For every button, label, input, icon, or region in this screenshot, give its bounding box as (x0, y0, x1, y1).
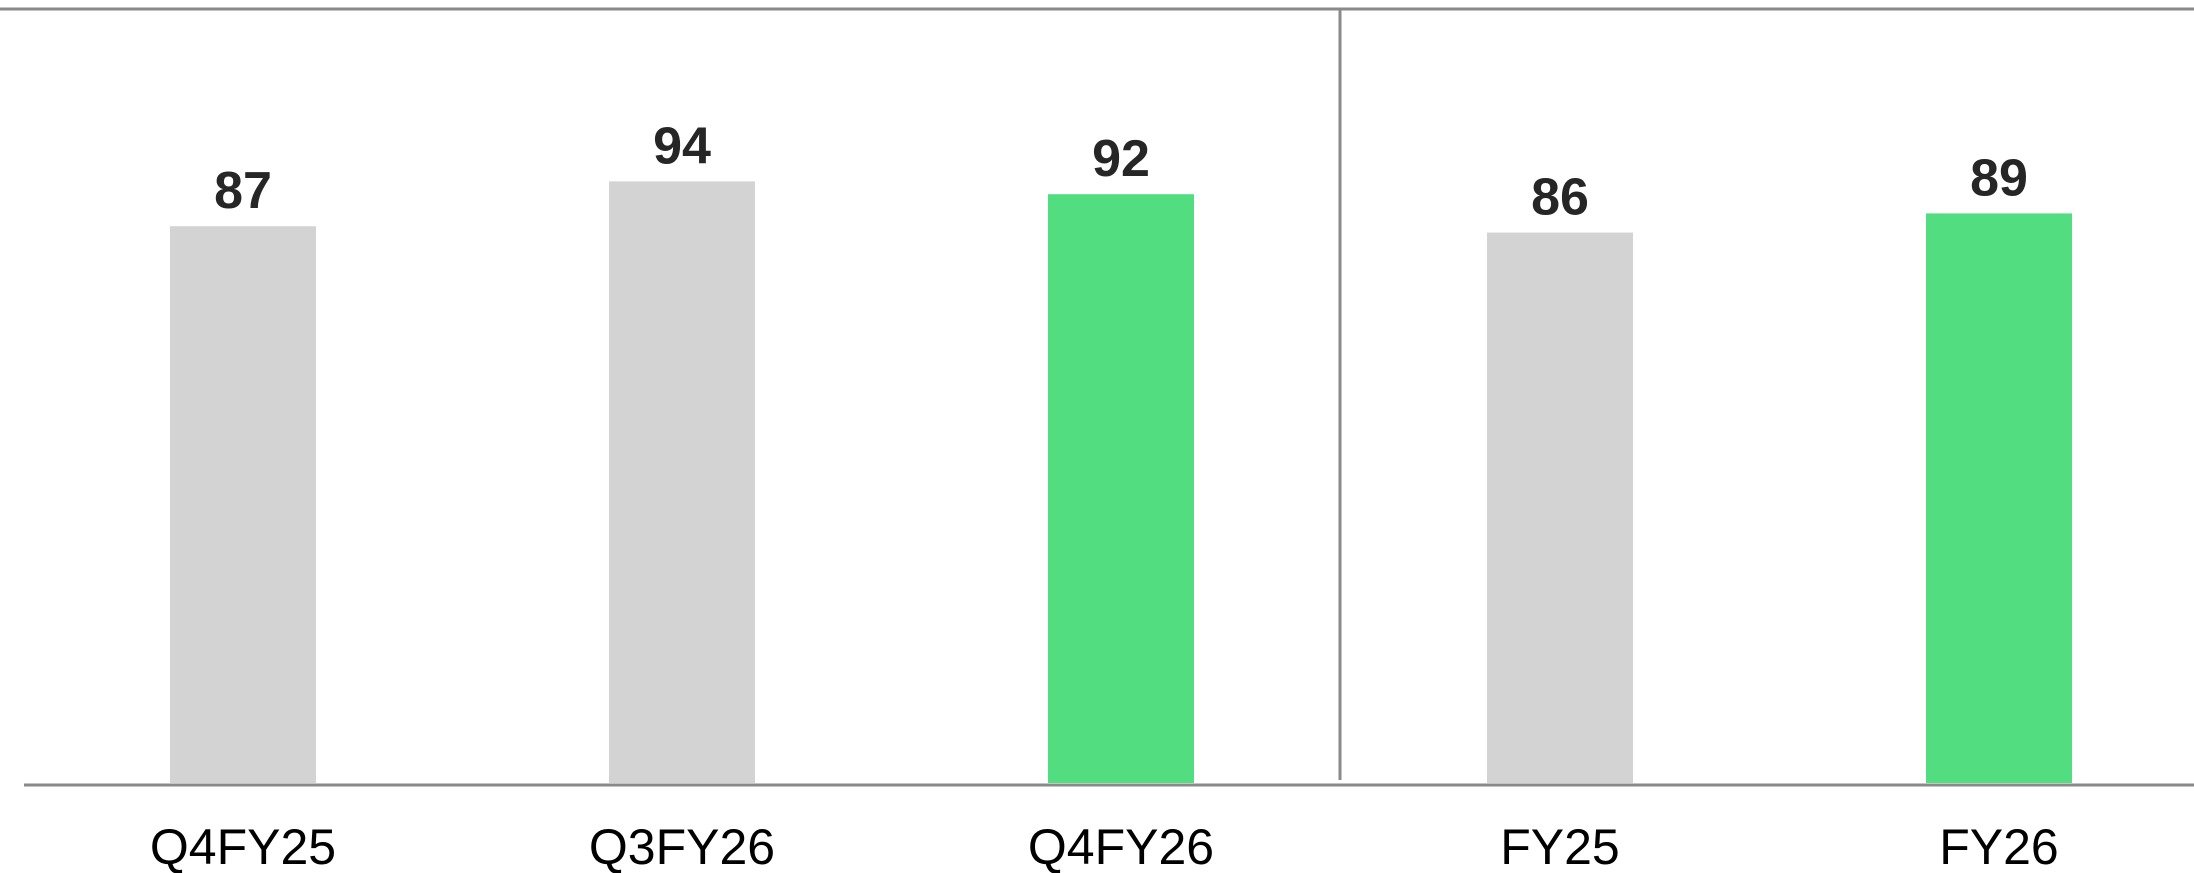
bar-fy26 (1926, 213, 2072, 783)
category-label-q3fy26: Q3FY26 (589, 819, 775, 873)
bar-q4fy25 (170, 226, 316, 783)
value-label-fy26: 89 (1970, 149, 2028, 207)
bar-q4fy26 (1048, 194, 1194, 783)
value-label-fy25: 86 (1531, 169, 1589, 227)
category-label-fy25: FY25 (1500, 819, 1620, 873)
category-label-fy26: FY26 (1939, 819, 2059, 873)
value-label-q4fy26: 92 (1092, 130, 1150, 188)
category-label-q4fy25: Q4FY25 (150, 819, 336, 873)
bar-fy25 (1487, 232, 1633, 784)
category-labels-group: Q4FY25 Q3FY26 Q4FY26 FY25 FY26 (150, 819, 2059, 873)
value-label-q3fy26: 94 (653, 117, 711, 175)
value-labels-group: 87 94 92 86 89 (214, 117, 2028, 226)
category-label-q4fy26: Q4FY26 (1028, 819, 1214, 873)
bars-group (170, 181, 2072, 784)
bar-q3fy26 (609, 181, 755, 783)
value-label-q4fy25: 87 (214, 162, 272, 220)
